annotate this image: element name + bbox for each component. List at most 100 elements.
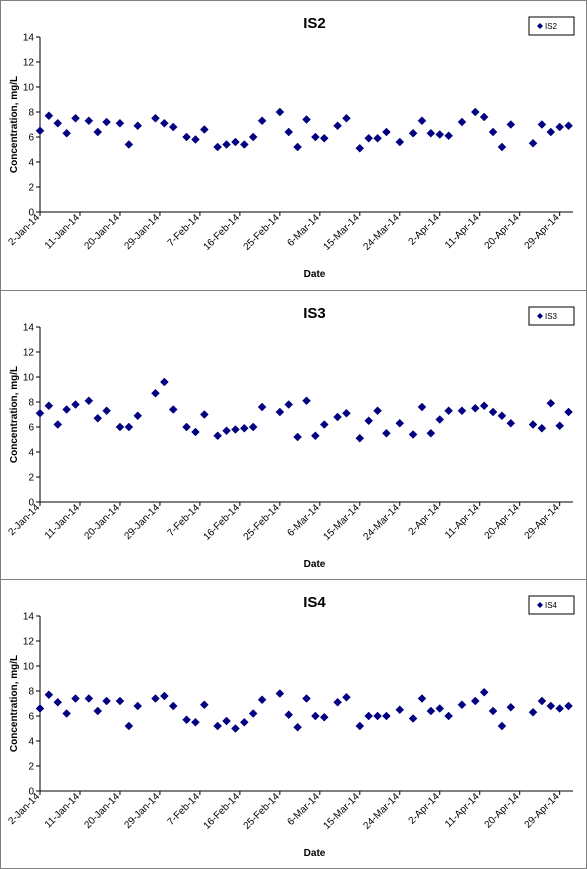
y-tick-label: 0 [28,498,34,509]
x-tick-label: 29-Jan-14 [122,502,162,542]
data-point [444,406,453,416]
x-tick-label: 16-Feb-14 [202,791,243,832]
data-point [124,422,134,432]
data-point [382,711,391,721]
data-point [115,696,125,706]
y-tick-label: 2 [28,183,34,194]
x-tick-label: 11-Jan-14 [43,502,82,541]
data-point [382,127,391,137]
x-axis-label: Date [304,848,326,859]
x-tick-label: 25-Feb-14 [242,502,283,543]
data-point [457,700,467,710]
data-point [115,118,125,128]
data-point [470,107,480,117]
data-point [160,691,169,701]
data-point [231,425,240,434]
x-tick-label: 2-Jan-14 [6,212,42,248]
y-tick-label: 8 [28,108,34,119]
data-point [373,133,382,143]
data-point [457,406,467,416]
data-point [151,388,160,398]
data-point [53,420,63,429]
data-point [84,116,94,126]
x-tick-label: 29-Jan-14 [122,212,162,252]
data-point [364,416,374,426]
data-point [93,413,103,423]
legend: IS2 [528,16,575,36]
y-tick-label: 10 [23,83,35,94]
data-point [488,407,498,417]
data-point [311,132,320,142]
data-point [62,128,72,138]
legend: IS4 [528,595,575,615]
y-tick-label: 14 [23,33,35,44]
data-point [355,143,365,153]
data-point [248,132,258,142]
data-point [44,401,54,411]
series-is3 [35,377,573,443]
data-point [191,427,200,437]
data-point [382,428,391,438]
chart-panel-is2: IS2 0 2 4 6 8 10 12 14 2-Jan-14 11-Jan-14 20-Jan-14… [0,0,587,291]
data-point [35,704,45,713]
x-tick-label: 20-Jan-14 [82,212,122,252]
x-tick-label: 15-Mar-14 [322,502,363,543]
data-point [479,112,489,122]
data-point [133,411,143,421]
x-tick-label: 20-Apr-14 [483,502,523,542]
x-tick-label: 11-Apr-14 [443,791,482,830]
y-tick-label: 10 [23,373,35,384]
data-point [199,700,209,710]
y-tick-label: 6 [28,712,34,723]
data-point [284,710,294,720]
data-point [239,140,249,149]
data-point [124,721,134,731]
x-tick-label: 11-Jan-14 [43,791,82,830]
x-tick-label: 15-Mar-14 [322,212,363,253]
data-point [302,396,311,406]
data-point [488,706,498,716]
x-tick-label: 25-Feb-14 [242,212,283,253]
x-tick-label: 29-Apr-14 [523,212,563,252]
series-is2 [35,107,573,153]
data-point [257,116,267,126]
data-point [35,126,45,136]
x-tick-label: 2-Apr-14 [407,212,443,248]
legend-marker [537,23,543,29]
y-tick-label: 12 [23,58,35,69]
data-point [160,118,169,128]
x-tick-label: 11-Apr-14 [443,502,482,541]
y-tick-label: 4 [28,158,34,169]
y-tick-label: 4 [28,737,34,748]
data-point [333,121,342,131]
x-axis-label: Date [304,269,326,280]
data-point [248,709,258,718]
data-point [417,116,427,126]
data-point [191,717,200,727]
y-tick-label: 6 [28,133,34,144]
x-tick-label: 20-Apr-14 [483,212,523,252]
legend-label: IS3 [545,312,558,321]
data-point [506,702,516,712]
legend-marker [537,313,543,319]
data-point [497,142,507,152]
legend-box [528,306,575,326]
x-tick-label: 6-Mar-14 [285,502,322,539]
data-point [182,422,191,432]
data-point [319,420,329,429]
data-point [199,410,209,419]
data-point [497,411,507,421]
data-point [284,127,294,137]
y-tick-label: 14 [23,612,35,623]
data-point [470,403,480,413]
data-point [257,402,267,412]
x-tick-label: 16-Feb-14 [202,502,243,543]
x-tick-label: 25-Feb-14 [242,791,283,832]
data-point [133,121,143,131]
chart-title: IS2 [303,15,326,32]
y-tick-label: 12 [23,348,35,359]
data-point [555,421,565,431]
legend-label: IS4 [545,601,558,610]
data-point [35,408,45,418]
data-point [408,128,418,138]
